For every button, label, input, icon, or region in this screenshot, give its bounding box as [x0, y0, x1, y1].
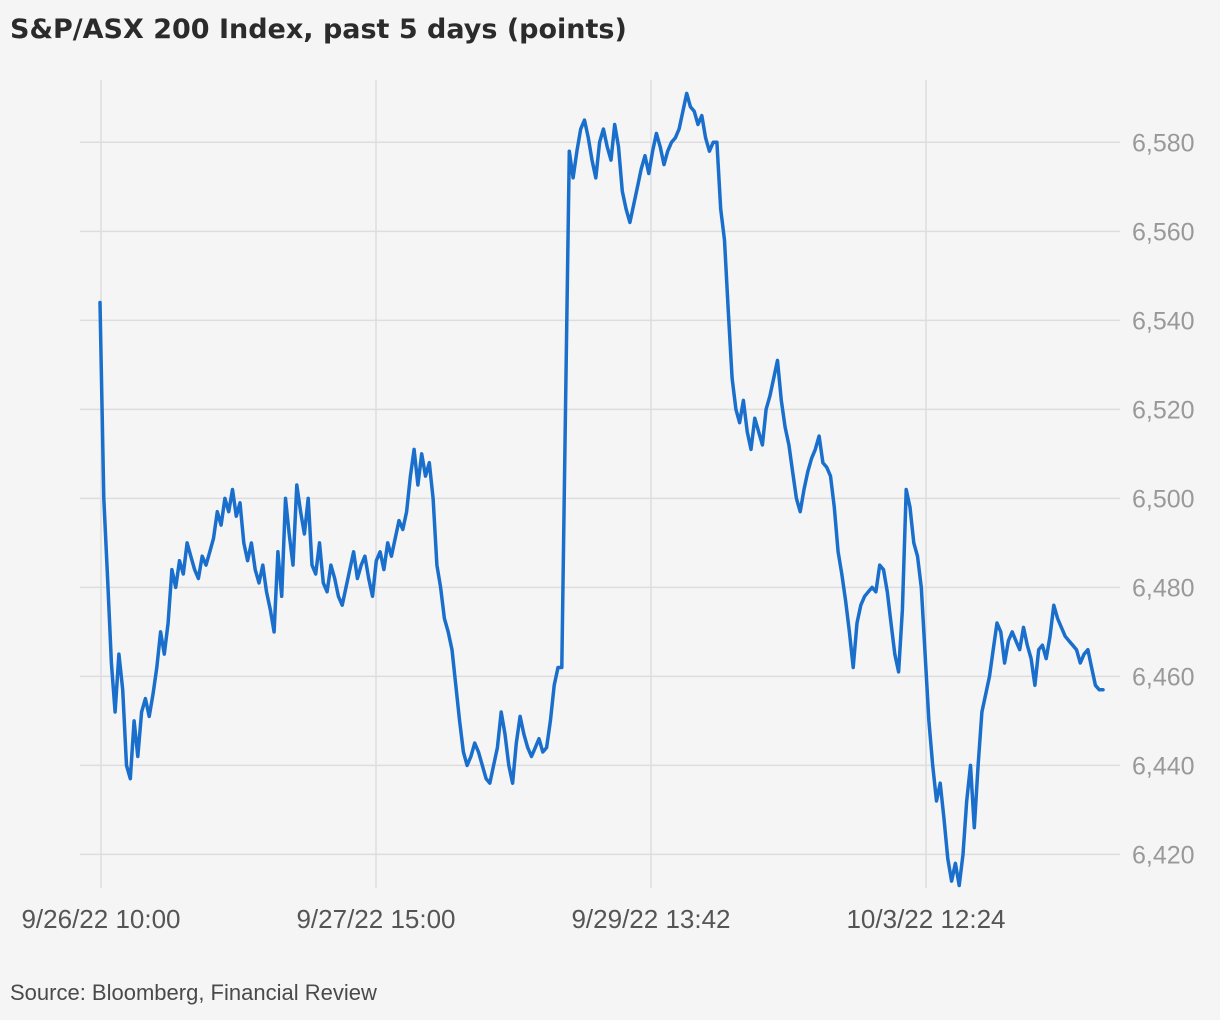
y-tick-label: 6,560	[1132, 218, 1195, 246]
x-tick-label: 9/27/22 15:00	[296, 904, 455, 934]
series-line	[98, 91, 1105, 888]
y-tick-label: 6,480	[1132, 574, 1195, 602]
y-tick-label: 6,500	[1132, 485, 1195, 513]
chart-title: S&P/ASX 200 Index, past 5 days (points)	[10, 14, 627, 45]
y-tick-label: 6,520	[1132, 396, 1195, 424]
y-tick-label: 6,460	[1132, 663, 1195, 691]
x-tick-label: 10/3/22 12:24	[846, 904, 1005, 934]
source-note: Source: Bloomberg, Financial Review	[10, 980, 377, 1005]
x-tick-label: 9/29/22 13:42	[571, 904, 730, 934]
y-tick-label: 6,580	[1132, 129, 1195, 157]
x-tick-label: 9/26/22 10:00	[21, 904, 180, 934]
y-tick-label: 6,420	[1132, 841, 1195, 869]
y-tick-label: 6,440	[1132, 752, 1195, 780]
y-tick-label: 6,540	[1132, 307, 1195, 335]
